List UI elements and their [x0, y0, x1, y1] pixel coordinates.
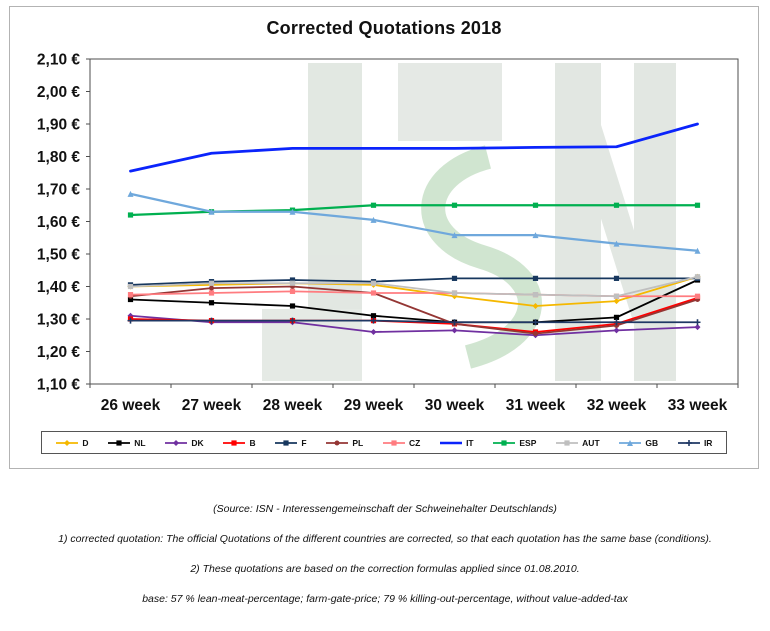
legend-label: CZ — [408, 437, 421, 448]
footnote-2: 2) These quotations are based on the cor… — [190, 563, 580, 575]
legend-item-B: B — [222, 437, 256, 448]
legend-label: IR — [703, 437, 713, 448]
legend-line-icon — [440, 441, 463, 444]
svg-text:2,00 €: 2,00 € — [37, 84, 80, 101]
svg-text:1,50 €: 1,50 € — [37, 247, 80, 264]
legend-line-icon — [165, 439, 188, 446]
footnote-1: 1) corrected quotation: The official Quo… — [58, 533, 712, 545]
svg-text:1,90 €: 1,90 € — [37, 117, 80, 134]
svg-text:30 week: 30 week — [425, 397, 485, 414]
legend-item-ESP: ESP — [492, 438, 536, 448]
svg-text:26 week: 26 week — [101, 397, 161, 414]
legend-line-icon — [556, 439, 579, 446]
chart-title: Corrected Quotations 2018 — [266, 18, 502, 38]
legend-line-icon — [619, 439, 642, 446]
legend-label: IT — [466, 437, 474, 448]
quotations-line-chart: 2,10 € 2,00 € 1,90 € 1,80 € 1,70 € 1,60 € 1,50… — [37, 52, 739, 414]
svg-text:1,80 €: 1,80 € — [37, 149, 80, 166]
legend-item-DK: DK — [164, 437, 204, 448]
svg-text:33 week: 33 week — [668, 397, 728, 414]
svg-text:1,10 €: 1,10 € — [37, 377, 80, 394]
svg-text:32 week: 32 week — [587, 397, 647, 414]
legend-item-GB: GB — [618, 438, 658, 448]
legend-label: DK — [191, 437, 204, 448]
svg-text:1,40 €: 1,40 € — [37, 279, 80, 296]
legend-line-icon — [326, 440, 349, 445]
svg-text:1,30 €: 1,30 € — [37, 312, 80, 329]
legend-label: AUT — [582, 437, 600, 448]
svg-text:31 week: 31 week — [506, 397, 566, 414]
legend-line-icon — [275, 439, 298, 446]
legend-label: F — [301, 437, 307, 448]
chart-footnotes: (Source: ISN - Interessengemeinschaft de… — [0, 503, 770, 623]
legend-line-icon — [223, 439, 246, 446]
legend-item-IT: IT — [439, 438, 474, 448]
quotations-chart-panel: Corrected Quotations 2018 2,10 € 2,00 € 1,… — [9, 6, 759, 469]
svg-text:27 week: 27 week — [182, 397, 242, 414]
legend-line-icon — [493, 439, 516, 446]
legend-line-icon — [108, 439, 131, 446]
svg-text:2,10 €: 2,10 € — [37, 52, 80, 69]
legend-item-IR: IR — [677, 437, 713, 448]
chart-legend: D NL DK B F PL CZ IT ESP AUT GB IR — [41, 431, 727, 454]
svg-text:1,20 €: 1,20 € — [37, 344, 80, 361]
legend-label: NL — [134, 437, 146, 448]
svg-text:1,70 €: 1,70 € — [37, 182, 80, 199]
legend-item-F: F — [274, 437, 307, 448]
legend-label: ESP — [519, 437, 537, 448]
legend-label: B — [249, 437, 256, 448]
legend-line-icon — [677, 439, 700, 446]
legend-label: GB — [645, 437, 659, 448]
svg-text:28 week: 28 week — [263, 397, 323, 414]
svg-text:29 week: 29 week — [344, 397, 404, 414]
legend-label: PL — [352, 437, 364, 448]
legend-item-NL: NL — [107, 437, 146, 448]
legend-item-D: D — [55, 437, 89, 448]
svg-text:1,60 €: 1,60 € — [37, 214, 80, 231]
source-note: (Source: ISN - Interessengemeinschaft de… — [213, 503, 557, 515]
legend-line-icon — [56, 439, 79, 446]
legend-label: D — [82, 437, 89, 448]
legend-item-CZ: CZ — [382, 438, 420, 448]
footnote-3: base: 57 % lean-meat-percentage; farm-ga… — [142, 593, 628, 605]
legend-item-PL: PL — [325, 438, 363, 448]
legend-item-AUT: AUT — [555, 437, 600, 448]
legend-line-icon — [382, 439, 405, 446]
